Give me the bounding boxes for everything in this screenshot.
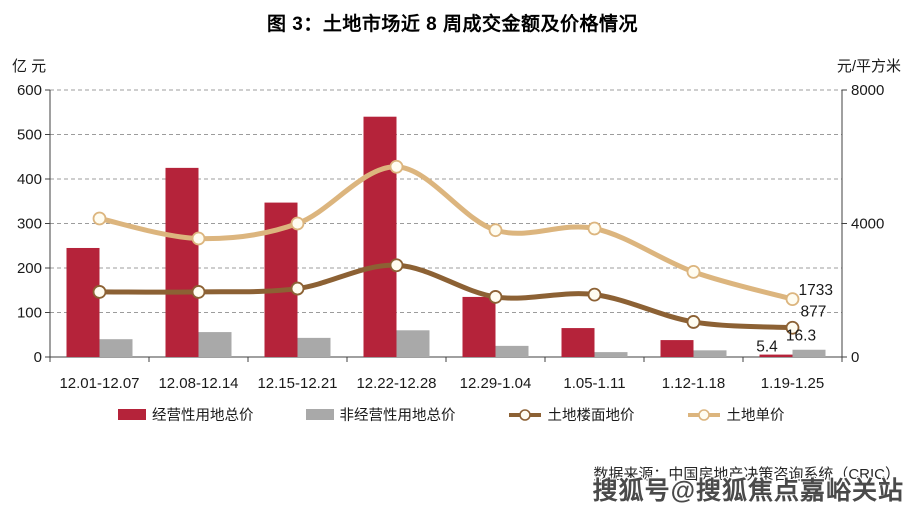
bar xyxy=(396,330,430,357)
page-title: 图 3：土地市场近 8 周成交金额及价格情况 xyxy=(267,14,638,35)
line-marker xyxy=(389,159,404,174)
x-axis-tick-label: 12.15-12.21 xyxy=(257,375,337,392)
y-axis-tick-label: 0 xyxy=(34,349,42,366)
line-marker xyxy=(488,290,503,304)
bar xyxy=(594,352,628,357)
legend-line-marker-icon xyxy=(508,408,541,421)
x-axis-tick-label: 1.05-1.11 xyxy=(563,375,625,392)
legend-swatch-icon xyxy=(118,409,146,420)
bar xyxy=(198,332,232,357)
legend-item: 土地单价 xyxy=(687,404,785,425)
y-axis-tick-label: 100 xyxy=(17,305,42,322)
bar xyxy=(561,328,595,357)
chart-legend: 经营性用地总价 非经营性用地总价 土地楼面地价 土地单价 xyxy=(118,404,785,425)
x-axis-tick-label: 12.01-12.07 xyxy=(59,375,139,392)
watermark-text: 搜狐号@搜狐焦点嘉峪关站 xyxy=(592,477,904,505)
legend-item: 非经营性用地总价 xyxy=(305,404,456,425)
line-marker xyxy=(686,315,701,329)
legend-label: 非经营性用地总价 xyxy=(339,408,456,424)
annotation-label: 16.3 xyxy=(786,328,816,345)
bar xyxy=(66,247,100,357)
legend-item: 经营性用地总价 xyxy=(118,404,254,425)
y-axis-tick-label: 200 xyxy=(17,260,42,277)
line-marker xyxy=(389,258,404,273)
line-marker xyxy=(92,211,107,226)
bar xyxy=(363,116,397,357)
legend-item: 土地楼面地价 xyxy=(508,404,635,425)
right-axis-unit-label: 元/平方米 xyxy=(836,58,901,75)
legend-label: 经营性用地总价 xyxy=(152,408,254,424)
y-axis-tick-label: 300 xyxy=(17,216,42,233)
line-marker xyxy=(686,264,701,279)
bar xyxy=(462,296,496,357)
y-axis-tick-label: 500 xyxy=(17,127,42,144)
line-path xyxy=(97,262,795,331)
bar xyxy=(792,349,826,357)
legend-swatch-icon xyxy=(305,409,334,420)
line-marker xyxy=(785,292,800,307)
line-marker xyxy=(191,285,206,299)
line-marker xyxy=(587,287,602,302)
annotation-label: 1733 xyxy=(799,282,833,299)
legend-label: 土地单价 xyxy=(726,408,785,424)
line-path xyxy=(97,164,795,302)
x-axis-tick-label: 12.22-12.28 xyxy=(356,375,436,392)
y-axis-tick-label: 600 xyxy=(17,82,42,99)
legend-line-marker-icon xyxy=(687,408,720,421)
line-marker xyxy=(92,285,107,299)
annotation-label: 5.4 xyxy=(756,339,778,356)
bar xyxy=(759,354,793,357)
y-axis-tick-label: 400 xyxy=(17,171,42,188)
data-source-text: 数据来源：中国房地产决策咨询系统（CRIC） xyxy=(593,466,900,483)
annotation-label: 877 xyxy=(801,304,827,321)
bar xyxy=(660,340,694,357)
line-marker xyxy=(785,320,800,335)
bar xyxy=(297,337,331,357)
y2-axis-tick-label: 4000 xyxy=(851,216,884,233)
y2-axis-tick-label: 8000 xyxy=(851,82,884,99)
bar xyxy=(693,350,727,357)
chart-plot-area: 0 100 200 300 400 500 600 0 4000 8000 12.01-12.07 1… xyxy=(17,82,884,392)
bar xyxy=(165,167,199,357)
x-axis-tick-label: 12.08-12.14 xyxy=(158,375,238,392)
left-axis-unit-label: 亿 元 xyxy=(12,58,47,75)
line-marker xyxy=(290,216,305,231)
line-marker xyxy=(290,281,305,296)
x-axis-tick-label: 12.29-1.04 xyxy=(460,375,532,392)
y2-axis-tick-label: 0 xyxy=(851,349,859,366)
line-marker xyxy=(488,223,503,238)
bar xyxy=(495,345,529,357)
bar xyxy=(99,339,133,357)
x-axis-tick-label: 1.12-1.18 xyxy=(662,375,725,392)
x-axis-tick-label: 1.19-1.25 xyxy=(761,375,824,392)
legend-label: 土地楼面地价 xyxy=(547,408,635,424)
line-marker xyxy=(191,231,206,246)
line-marker xyxy=(587,221,602,236)
